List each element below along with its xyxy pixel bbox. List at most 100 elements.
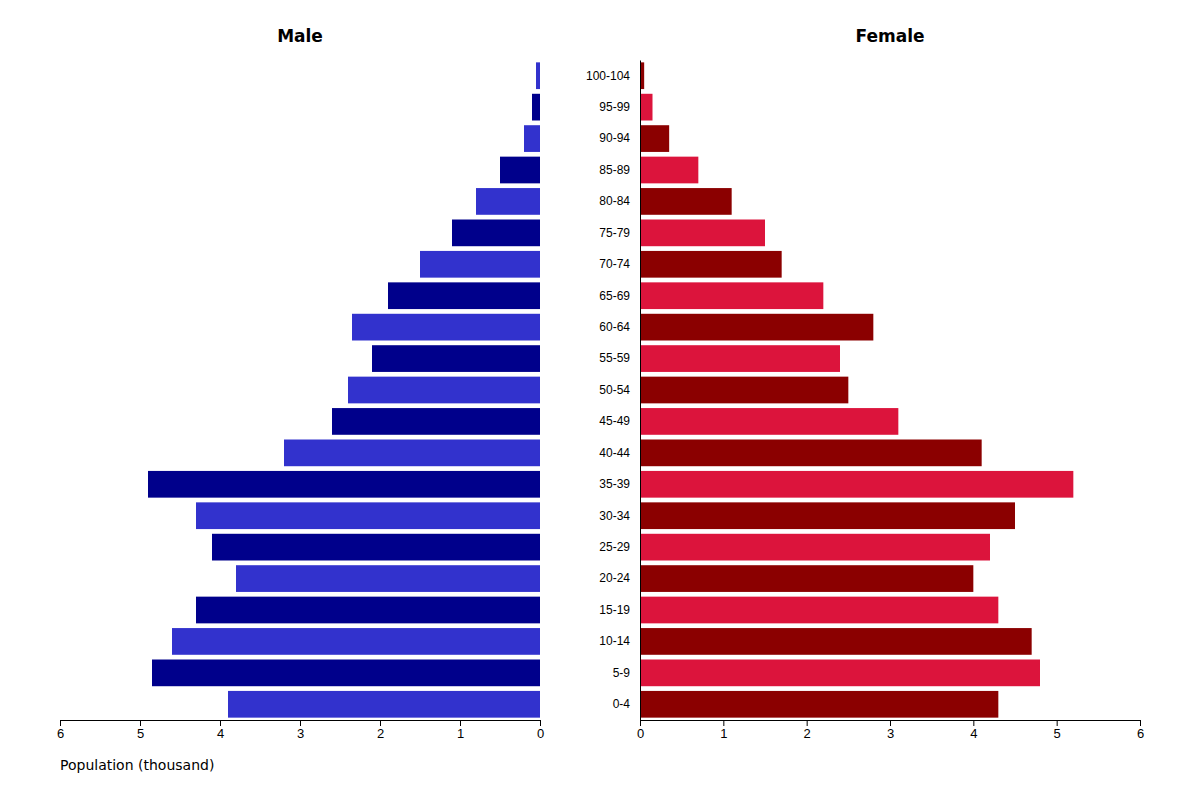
- tick-label: 2: [377, 726, 384, 741]
- tick-label: 15-19: [599, 603, 630, 617]
- x-axis-label: Population (thousand): [60, 757, 214, 773]
- tick-label: 0: [637, 726, 644, 741]
- bar: [640, 94, 653, 121]
- tick-label: 3: [887, 726, 894, 741]
- tick-label: 0: [537, 726, 544, 741]
- bar: [228, 691, 540, 718]
- tick: 20-24: [599, 571, 640, 585]
- tick-label: 85-89: [599, 163, 630, 177]
- bar: [452, 220, 540, 247]
- tick-label: 90-94: [599, 131, 630, 145]
- bar: [196, 597, 540, 624]
- tick: 40-44: [599, 446, 640, 460]
- bar: [640, 125, 669, 152]
- x-axis: 0123456: [57, 720, 544, 741]
- axis-line: [640, 61, 641, 721]
- tick-mark: [140, 720, 141, 726]
- tick: 1: [720, 720, 727, 741]
- tick: 25-29: [599, 540, 640, 554]
- bar: [640, 597, 998, 624]
- tick: 5: [1054, 720, 1061, 741]
- tick: 4: [970, 720, 977, 741]
- tick: 70-74: [599, 257, 640, 271]
- bar: [640, 314, 873, 341]
- tick-mark: [640, 720, 641, 726]
- bar: [152, 660, 540, 687]
- bar: [640, 534, 990, 561]
- bar: [640, 691, 998, 718]
- bar: [524, 125, 540, 152]
- tick: 6: [1137, 720, 1144, 741]
- tick-label: 35-39: [599, 477, 630, 491]
- bar: [348, 377, 540, 404]
- tick-label: 6: [1137, 726, 1144, 741]
- tick-label: 60-64: [599, 320, 630, 334]
- tick: 0: [637, 720, 644, 741]
- tick-label: 4: [970, 726, 977, 741]
- bar: [640, 345, 840, 372]
- bar: [640, 220, 765, 247]
- tick: 3: [297, 720, 304, 741]
- bar: [640, 471, 1073, 498]
- tick-mark: [890, 720, 891, 726]
- bars: [640, 62, 1073, 717]
- tick-mark: [723, 720, 724, 726]
- bar: [172, 628, 540, 655]
- bar: [640, 660, 1040, 687]
- tick-label: 1: [720, 726, 727, 741]
- axis-line: [641, 721, 1141, 727]
- bar: [500, 157, 540, 184]
- tick: 1: [457, 720, 464, 741]
- tick-label: 3: [297, 726, 304, 741]
- tick: 2: [804, 720, 811, 741]
- bar: [640, 251, 782, 278]
- bars: [148, 62, 540, 717]
- bar: [640, 188, 732, 215]
- tick-label: 40-44: [599, 446, 630, 460]
- tick: 85-89: [599, 163, 640, 177]
- panel-title: Male: [277, 26, 323, 46]
- tick-label: 4: [217, 726, 224, 741]
- tick: 0: [537, 720, 544, 741]
- x-axis: 0 1 2 3 4 5 6: [637, 720, 1144, 741]
- tick-label: 30-34: [599, 509, 630, 523]
- tick: 5-9: [613, 666, 640, 680]
- tick-mark: [60, 720, 61, 726]
- tick-label: 1: [457, 726, 464, 741]
- tick-label: 6: [57, 726, 64, 741]
- tick-mark: [300, 720, 301, 726]
- bar: [640, 157, 698, 184]
- tick-label: 20-24: [599, 571, 630, 585]
- tick-mark: [807, 720, 808, 726]
- tick-label: 80-84: [599, 194, 630, 208]
- tick-mark: [460, 720, 461, 726]
- bar: [640, 565, 973, 592]
- tick: 45-49: [599, 414, 640, 428]
- tick-mark: [1057, 720, 1058, 726]
- tick-label: 65-69: [599, 289, 630, 303]
- tick-label: 55-59: [599, 351, 630, 365]
- tick-label: 75-79: [599, 226, 630, 240]
- bar: [640, 628, 1032, 655]
- bar: [640, 282, 823, 309]
- tick-label: 25-29: [599, 540, 630, 554]
- bar: [536, 62, 540, 89]
- tick: 0-4: [613, 697, 640, 711]
- bar: [640, 377, 848, 404]
- tick: 95-99: [599, 100, 640, 114]
- tick: 4: [217, 720, 224, 741]
- tick: 60-64: [599, 320, 640, 334]
- tick: 15-19: [599, 603, 640, 617]
- tick: 10-14: [599, 634, 640, 648]
- bar: [476, 188, 540, 215]
- bar: [212, 534, 540, 561]
- bar: [640, 408, 898, 435]
- bar: [420, 251, 540, 278]
- tick: 65-69: [599, 289, 640, 303]
- tick-label: 5-9: [613, 666, 631, 680]
- tick-label: 95-99: [599, 100, 630, 114]
- tick: 80-84: [599, 194, 640, 208]
- tick: 90-94: [599, 131, 640, 145]
- tick-mark: [1140, 720, 1141, 726]
- bar: [236, 565, 540, 592]
